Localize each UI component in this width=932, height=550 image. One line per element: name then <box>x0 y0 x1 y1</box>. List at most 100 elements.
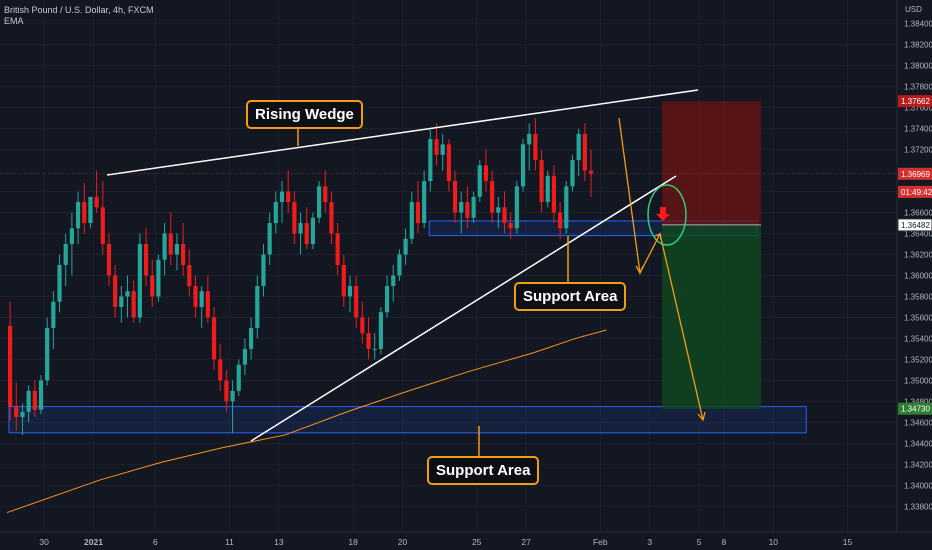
candle-body[interactable] <box>440 144 445 155</box>
candle-body[interactable] <box>520 144 526 187</box>
candle-body[interactable] <box>156 259 161 297</box>
indicator-label[interactable]: EMA <box>4 16 24 26</box>
candle-body[interactable] <box>14 406 19 418</box>
candle-body[interactable] <box>137 244 142 318</box>
candle-body[interactable] <box>131 291 136 318</box>
candle-body[interactable] <box>335 233 340 265</box>
candle-body[interactable] <box>588 170 594 174</box>
candle-body[interactable] <box>415 202 421 224</box>
time-axis[interactable]: 30 2021 6 11 13 18 20 25 27 Feb 3 5 8 10 15 <box>39 537 852 547</box>
candle-body[interactable] <box>205 291 210 318</box>
candle-body[interactable] <box>125 291 130 297</box>
candle-body[interactable] <box>63 244 68 265</box>
candle-body[interactable] <box>341 265 346 297</box>
candle-body[interactable] <box>162 233 167 260</box>
candle-body[interactable] <box>143 244 149 276</box>
candle-body[interactable] <box>230 390 235 402</box>
candle-body[interactable] <box>249 327 254 349</box>
candle-body[interactable] <box>329 202 334 234</box>
candle-body[interactable] <box>545 175 550 203</box>
candle-body[interactable] <box>354 285 359 318</box>
candle-body[interactable] <box>45 327 50 381</box>
candle-body[interactable] <box>459 202 464 213</box>
symbol-title[interactable]: British Pound / U.S. Dollar, 4h, FXCM <box>4 5 154 15</box>
candle-body[interactable] <box>533 133 538 161</box>
candle-body[interactable] <box>558 212 563 229</box>
candle-body[interactable] <box>211 317 217 360</box>
candle-body[interactable] <box>409 202 414 239</box>
candle-body[interactable] <box>88 196 93 224</box>
candle-body[interactable] <box>372 348 377 350</box>
candle-body[interactable] <box>279 191 285 203</box>
candle-body[interactable] <box>539 160 544 203</box>
candle-body[interactable] <box>20 411 25 418</box>
candle-body[interactable] <box>465 202 470 218</box>
candle-body[interactable] <box>483 165 489 182</box>
candle-body[interactable] <box>51 301 56 328</box>
candle-body[interactable] <box>477 165 482 197</box>
candle-body[interactable] <box>286 191 291 203</box>
candle-body[interactable] <box>582 133 587 171</box>
candle-body[interactable] <box>100 207 105 245</box>
candle-body[interactable] <box>94 196 99 208</box>
candle-body[interactable] <box>193 285 198 307</box>
candle-body[interactable] <box>576 133 581 161</box>
candle-body[interactable] <box>168 233 173 255</box>
candle-body[interactable] <box>106 244 112 276</box>
candle-body[interactable] <box>261 254 266 286</box>
candle-body[interactable] <box>273 202 278 224</box>
candle-body[interactable] <box>514 186 519 229</box>
candle-body[interactable] <box>317 186 322 218</box>
candle-body[interactable] <box>57 265 62 302</box>
candle-body[interactable] <box>242 348 248 365</box>
candle-body[interactable] <box>218 359 223 381</box>
candle-body[interactable] <box>181 244 186 265</box>
candle-body[interactable] <box>8 325 13 407</box>
candle-body[interactable] <box>38 380 44 410</box>
candle-body[interactable] <box>378 312 383 349</box>
candle-body[interactable] <box>304 223 309 245</box>
candle-body[interactable] <box>452 181 458 213</box>
candle-body[interactable] <box>255 285 260 328</box>
candle-body[interactable] <box>403 238 408 255</box>
candle-body[interactable] <box>384 285 390 313</box>
candle-body[interactable] <box>82 202 87 224</box>
candle-body[interactable] <box>267 223 272 255</box>
candle-body[interactable] <box>75 202 81 229</box>
candle-body[interactable] <box>69 228 74 245</box>
candle-body[interactable] <box>564 186 569 229</box>
candle-body[interactable] <box>26 390 31 412</box>
candles-layer[interactable] <box>8 118 594 435</box>
candle-body[interactable] <box>391 275 396 286</box>
candle-body[interactable] <box>347 285 353 297</box>
candle-body[interactable] <box>446 144 451 182</box>
candle-body[interactable] <box>508 223 513 229</box>
candle-body[interactable] <box>236 364 241 391</box>
candle-body[interactable] <box>187 265 192 286</box>
candle-body[interactable] <box>434 139 439 155</box>
candle-body[interactable] <box>298 223 303 234</box>
candle-body[interactable] <box>366 333 371 349</box>
candle-body[interactable] <box>428 139 433 182</box>
candle-body[interactable] <box>570 160 575 187</box>
candle-body[interactable] <box>360 317 365 334</box>
candle-body[interactable] <box>174 244 180 255</box>
candle-body[interactable] <box>150 275 155 297</box>
candle-body[interactable] <box>551 175 557 213</box>
candle-body[interactable] <box>119 296 124 307</box>
candle-body[interactable] <box>292 202 297 234</box>
candle-body[interactable] <box>502 207 507 224</box>
candle-body[interactable] <box>471 196 476 218</box>
candle-body[interactable] <box>490 181 495 213</box>
candle-body[interactable] <box>199 291 204 307</box>
candle-body[interactable] <box>422 181 427 224</box>
candle-body[interactable] <box>113 275 118 307</box>
price-axis[interactable]: 1.33800 1.34000 1.34200 1.34400 1.34600 1.348… <box>904 20 932 512</box>
candle-body[interactable] <box>397 254 402 276</box>
candle-body[interactable] <box>224 380 229 402</box>
candle-body[interactable] <box>32 390 37 410</box>
candle-body[interactable] <box>527 133 532 145</box>
candle-body[interactable] <box>323 186 328 203</box>
candle-body[interactable] <box>496 207 501 213</box>
candle-body[interactable] <box>310 217 315 245</box>
